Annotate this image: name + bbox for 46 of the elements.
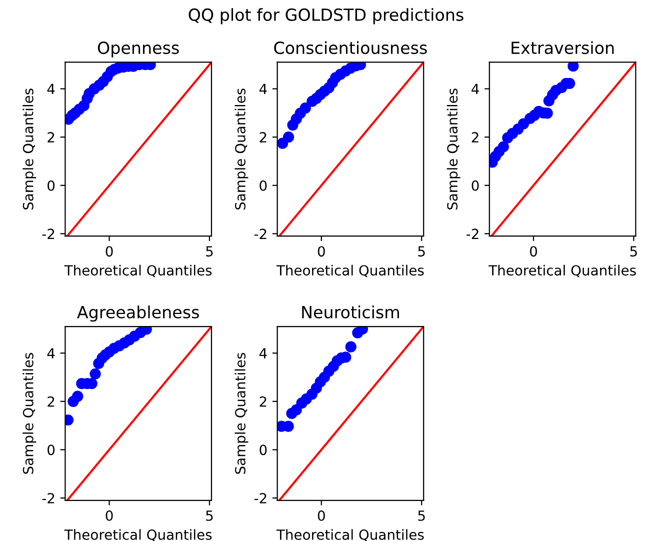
x-tick-label: 5 bbox=[630, 246, 637, 257]
chart-title: Openness bbox=[98, 42, 179, 58]
x-axis-title: Theoretical Quantiles bbox=[276, 264, 424, 278]
y-tick-label: 2 bbox=[260, 132, 266, 142]
y-tick-label: 4 bbox=[47, 348, 55, 358]
chart-title: Extraversion bbox=[512, 41, 614, 54]
y-tick-label: 4 bbox=[472, 84, 479, 94]
y-tick-label: 0 bbox=[472, 180, 479, 191]
y-tick-label: 2 bbox=[472, 132, 478, 142]
chart-title: Neuroticism bbox=[302, 306, 399, 318]
chart-title: Agreeableness bbox=[77, 306, 199, 322]
y-tick-label: 2 bbox=[48, 396, 54, 407]
y-tick-label: 2 bbox=[48, 132, 54, 142]
x-tick-label: 5 bbox=[418, 510, 425, 521]
x-tick-label: 5 bbox=[206, 510, 213, 521]
x-tick-label: 0 bbox=[318, 510, 325, 521]
x-axis-title: Theoretical Quantiles bbox=[64, 529, 212, 541]
x-axis-title: Theoretical Quantiles bbox=[64, 264, 212, 278]
x-axis-title: Theoretical Quantiles bbox=[276, 529, 424, 541]
y-tick-label: 0 bbox=[260, 444, 267, 456]
y-tick-label: 4 bbox=[259, 348, 267, 358]
y-tick-label: 2 bbox=[260, 396, 266, 407]
y-tick-label: -2 bbox=[42, 492, 54, 504]
y-axis-title: Sample Quantiles bbox=[22, 352, 36, 474]
y-tick-label: 0 bbox=[260, 180, 267, 191]
y-axis-title: Sample Quantiles bbox=[234, 88, 248, 210]
x-tick-label: 0 bbox=[530, 246, 537, 257]
y-tick-label: 4 bbox=[259, 84, 267, 94]
y-tick-label: 0 bbox=[48, 180, 55, 191]
x-tick-label: 5 bbox=[418, 246, 425, 257]
y-tick-label: -2 bbox=[254, 228, 266, 239]
y-tick-label: 0 bbox=[48, 444, 55, 456]
y-axis-title: Sample Quantiles bbox=[446, 88, 460, 210]
x-axis-title: Theoretical Quantiles bbox=[488, 264, 636, 278]
y-axis-title: Sample Quantiles bbox=[234, 352, 248, 474]
x-tick-label: 0 bbox=[106, 510, 113, 521]
y-tick-label: -2 bbox=[254, 492, 266, 504]
chart-title: Conscientiousness bbox=[274, 41, 427, 54]
y-tick-label: 4 bbox=[47, 84, 55, 94]
x-tick-label: 0 bbox=[318, 246, 325, 257]
x-tick-label: 5 bbox=[206, 246, 213, 257]
y-axis-title: Sample Quantiles bbox=[22, 88, 36, 210]
text: QQ plot for GOLDSTD predictions bbox=[188, 8, 464, 24]
y-tick-label: -2 bbox=[42, 228, 54, 239]
x-tick-label: 0 bbox=[106, 246, 113, 257]
y-tick-label: -2 bbox=[466, 228, 478, 239]
